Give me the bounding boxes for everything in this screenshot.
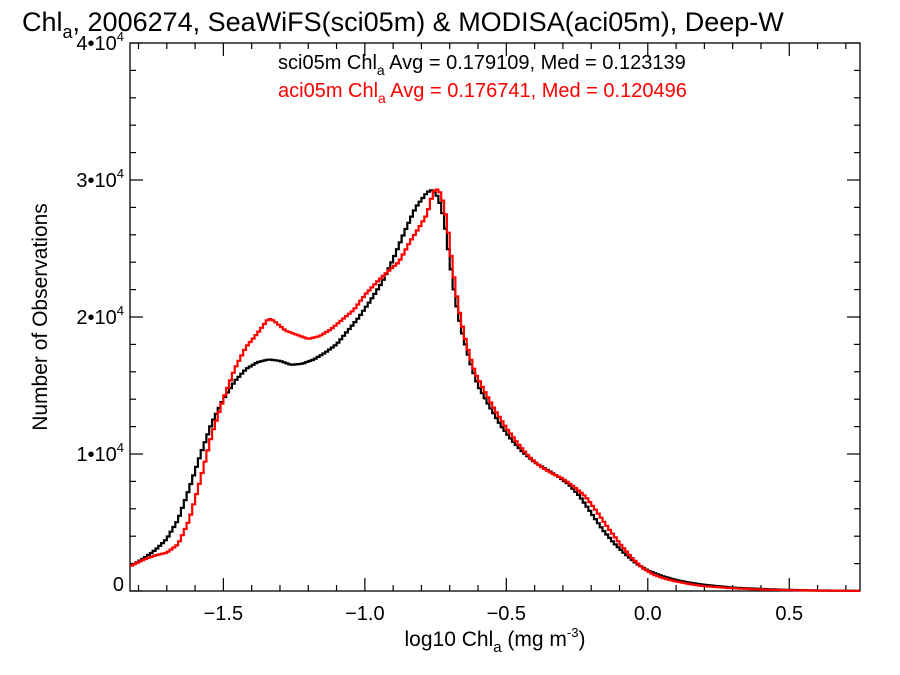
y-tick-label: 2•104 xyxy=(76,303,124,329)
y-axis-ticks: 0 1•104 2•104 3•104 4•104 xyxy=(76,29,860,596)
x-tick-label: 0.5 xyxy=(775,603,803,625)
series-layer xyxy=(130,188,860,592)
x-axis-ticks: −1.5 −1.0 −0.5 0.0 0.5 xyxy=(137,43,847,625)
y-axis-label: Number of Observations xyxy=(29,203,52,431)
plot-frame xyxy=(129,42,861,592)
x-tick-label: −0.5 xyxy=(487,603,526,625)
x-axis-label: log10 Chla (mg m-3) xyxy=(405,625,586,656)
chart-title: Chla, 2006274, SeaWiFS(sci05m) & MODISA(… xyxy=(22,7,784,42)
annotation-aci05m: aci05m Chla Avg = 0.176741, Med = 0.1204… xyxy=(278,80,687,106)
y-tick-label: 1•104 xyxy=(76,440,124,466)
x-tick-label: 0.0 xyxy=(634,603,662,625)
series-line-aci05m xyxy=(130,188,860,592)
y-tick-label: 0 xyxy=(113,574,124,596)
x-tick-label: −1.5 xyxy=(204,603,243,625)
annotation-sci05m: sci05m Chla Avg = 0.179109, Med = 0.1231… xyxy=(278,52,686,78)
series-line-sci05m xyxy=(130,189,860,592)
y-tick-label: 3•104 xyxy=(76,166,124,192)
x-tick-label: −1.0 xyxy=(345,603,384,625)
y-tick-label: 4•104 xyxy=(76,29,124,55)
